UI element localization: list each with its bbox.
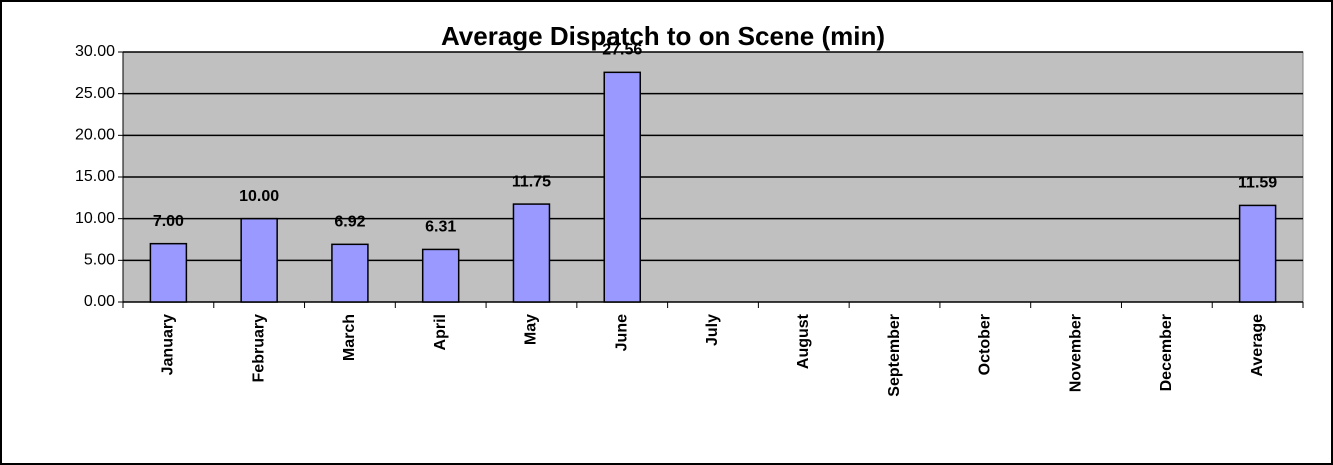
bar bbox=[512, 203, 551, 303]
data-label: 10.00 bbox=[239, 188, 279, 205]
data-label: 7.00 bbox=[153, 213, 184, 230]
x-tick-label: July bbox=[704, 314, 721, 346]
y-tick-label: 15.00 bbox=[75, 168, 115, 185]
x-tick-label: August bbox=[795, 313, 812, 369]
data-label: 11.59 bbox=[1238, 175, 1277, 192]
bar bbox=[1238, 204, 1277, 303]
bar bbox=[149, 242, 188, 303]
x-tick-label: October bbox=[977, 314, 994, 375]
y-tick-label: 25.00 bbox=[75, 85, 115, 102]
y-tick-label: 30.00 bbox=[75, 43, 115, 60]
bar bbox=[603, 71, 641, 303]
x-tick-label: Average bbox=[1249, 314, 1266, 377]
data-label: 11.75 bbox=[512, 173, 551, 190]
y-tick-label: 10.00 bbox=[75, 210, 115, 227]
y-tick-label: 0.00 bbox=[84, 293, 115, 310]
data-label: 27.56 bbox=[602, 42, 642, 59]
bar bbox=[331, 243, 369, 303]
x-tick-label: June bbox=[613, 314, 630, 351]
x-tick-label: March bbox=[341, 314, 358, 361]
bar bbox=[240, 217, 278, 303]
data-label: 6.31 bbox=[425, 219, 456, 236]
x-tick-label: November bbox=[1067, 314, 1084, 392]
x-tick-label: December bbox=[1158, 314, 1175, 391]
x-tick-label: September bbox=[886, 314, 903, 397]
x-tick-label: February bbox=[250, 314, 267, 383]
y-tick-label: 20.00 bbox=[75, 127, 115, 144]
chart-title: Average Dispatch to on Scene (min) bbox=[441, 21, 885, 51]
data-label: 6.92 bbox=[334, 214, 365, 231]
x-tick-label: May bbox=[523, 314, 540, 345]
x-tick-label: April bbox=[432, 314, 449, 350]
x-tick-label: January bbox=[160, 314, 177, 375]
y-tick-label: 5.00 bbox=[84, 252, 115, 269]
bar bbox=[421, 248, 460, 303]
